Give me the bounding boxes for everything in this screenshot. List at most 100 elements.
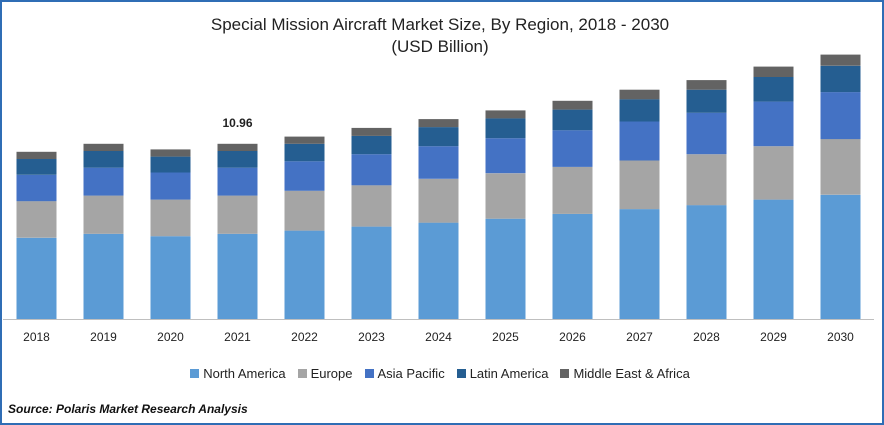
x-tick-label: 2030 [827, 330, 854, 344]
bar-segment-2023-north-america [351, 226, 392, 319]
x-tick-labels: 2018 2019 2020 2021 2022 2023 2024 2025 2026 2027… [23, 330, 854, 344]
legend-swatch [560, 369, 570, 378]
chart-plot: 2018 2019 2020 2021 2022 2023 2024 2025 2026 2027… [3, 54, 874, 344]
legend-item: North America [190, 366, 286, 381]
data-label: 10.96 [222, 116, 252, 130]
x-tick-label: 2029 [760, 330, 787, 344]
legend: North America Europe Asia Pacific Latin Ame… [0, 366, 880, 381]
bar-segment-2026-asia-pacific [552, 130, 593, 167]
bar-segment-2030-north-america [820, 194, 861, 319]
legend-label: Asia Pacific [377, 366, 445, 381]
bar-segment-2022-latin-america [284, 143, 325, 162]
bar-segment-2018-north-america [16, 237, 57, 319]
bar-segment-2019-latin-america [83, 151, 124, 168]
bar-segment-2028-europe [686, 154, 727, 206]
bar-segment-2020-europe [150, 199, 191, 237]
bar-segment-2026-latin-america [552, 109, 593, 131]
bar-segment-2021-north-america [217, 233, 258, 319]
x-tick-label: 2028 [693, 330, 720, 344]
bar-segment-2020-middle-east-africa [150, 149, 191, 157]
bar-segment-2027-latin-america [619, 99, 660, 122]
bar-segment-2027-middle-east-africa [619, 89, 660, 100]
bar-segment-2020-latin-america [150, 156, 191, 173]
legend-item: Latin America [456, 366, 549, 381]
bar-segment-2022-middle-east-africa [284, 136, 325, 144]
bar-segment-2028-asia-pacific [686, 112, 727, 155]
bar-segment-2026-middle-east-africa [552, 100, 593, 110]
bar-segment-2024-latin-america [418, 127, 459, 147]
bar-segment-2023-europe [351, 185, 392, 227]
bar-segment-2019-europe [83, 195, 124, 234]
bar-segment-2022-europe [284, 190, 325, 231]
bar-segment-2030-latin-america [820, 65, 861, 93]
bar-segment-2019-asia-pacific [83, 167, 124, 196]
chart-subtitle: (USD Billion) [391, 37, 489, 56]
x-tick-label: 2020 [157, 330, 184, 344]
bar-segment-2028-latin-america [686, 89, 727, 113]
bar-segment-2020-asia-pacific [150, 172, 191, 200]
bar-segment-2026-north-america [552, 213, 593, 319]
x-tick-label: 2018 [23, 330, 50, 344]
x-tick-label: 2022 [291, 330, 318, 344]
bar-segment-2021-europe [217, 195, 258, 234]
bar-segment-2025-middle-east-africa [485, 110, 526, 119]
bar-segment-2019-middle-east-africa [83, 143, 124, 151]
bar-segment-2027-asia-pacific [619, 121, 660, 161]
chart-title: Special Mission Aircraft Market Size, By… [210, 15, 670, 34]
legend-label: Europe [310, 366, 353, 381]
legend-label: Middle East & Africa [573, 366, 690, 381]
bar-segment-2030-asia-pacific [820, 92, 861, 140]
bar-segment-2023-latin-america [351, 135, 392, 155]
x-tick-label: 2027 [626, 330, 653, 344]
bar-segment-2020-north-america [150, 236, 191, 319]
bar-segment-2023-asia-pacific [351, 154, 392, 186]
bar-segment-2029-north-america [753, 199, 794, 319]
bar-segment-2018-latin-america [16, 158, 57, 175]
bar-segment-2027-europe [619, 160, 660, 210]
bar-segment-2024-middle-east-africa [418, 119, 459, 128]
chart-title-block: Special Mission Aircraft Market Size, By… [0, 14, 880, 58]
x-tick-label: 2023 [358, 330, 385, 344]
legend-item: Europe [297, 366, 353, 381]
bar-segment-2018-europe [16, 201, 57, 238]
bar-segment-2025-latin-america [485, 118, 526, 139]
bar-segment-2029-asia-pacific [753, 101, 794, 147]
bar-segment-2024-asia-pacific [418, 146, 459, 179]
bar-segment-2025-asia-pacific [485, 138, 526, 174]
bars-layer [16, 54, 861, 319]
legend-swatch [297, 369, 307, 378]
bar-segment-2027-north-america [619, 209, 660, 319]
bar-segment-2030-europe [820, 139, 861, 195]
bar-segment-2028-north-america [686, 205, 727, 319]
data-labels: 10.96 [222, 116, 252, 130]
legend-item: Middle East & Africa [560, 366, 690, 381]
x-tick-label: 2025 [492, 330, 519, 344]
legend-swatch [364, 369, 374, 378]
bar-segment-2018-middle-east-africa [16, 151, 57, 159]
bar-segment-2030-middle-east-africa [820, 54, 861, 66]
source-note: Source: Polaris Market Research Analysis [8, 402, 248, 416]
x-tick-label: 2024 [425, 330, 452, 344]
bar-segment-2021-middle-east-africa [217, 143, 258, 151]
x-tick-label: 2019 [90, 330, 117, 344]
bar-segment-2024-europe [418, 178, 459, 223]
legend-label: North America [203, 366, 286, 381]
legend-label: Latin America [469, 366, 549, 381]
bar-segment-2029-latin-america [753, 76, 794, 102]
bar-segment-2023-middle-east-africa [351, 127, 392, 136]
bar-segment-2022-north-america [284, 230, 325, 319]
bar-segment-2026-europe [552, 166, 593, 214]
bar-segment-2021-asia-pacific [217, 167, 258, 196]
bar-segment-2022-asia-pacific [284, 161, 325, 191]
bar-segment-2019-north-america [83, 233, 124, 319]
x-tick-label: 2021 [224, 330, 251, 344]
bar-segment-2021-latin-america [217, 151, 258, 168]
bar-segment-2024-north-america [418, 222, 459, 319]
legend-swatch [190, 369, 200, 378]
bar-segment-2029-middle-east-africa [753, 66, 794, 77]
bar-segment-2029-europe [753, 146, 794, 200]
bar-segment-2025-europe [485, 173, 526, 219]
legend-item: Asia Pacific [364, 366, 445, 381]
x-tick-label: 2026 [559, 330, 586, 344]
bar-segment-2028-middle-east-africa [686, 80, 727, 90]
